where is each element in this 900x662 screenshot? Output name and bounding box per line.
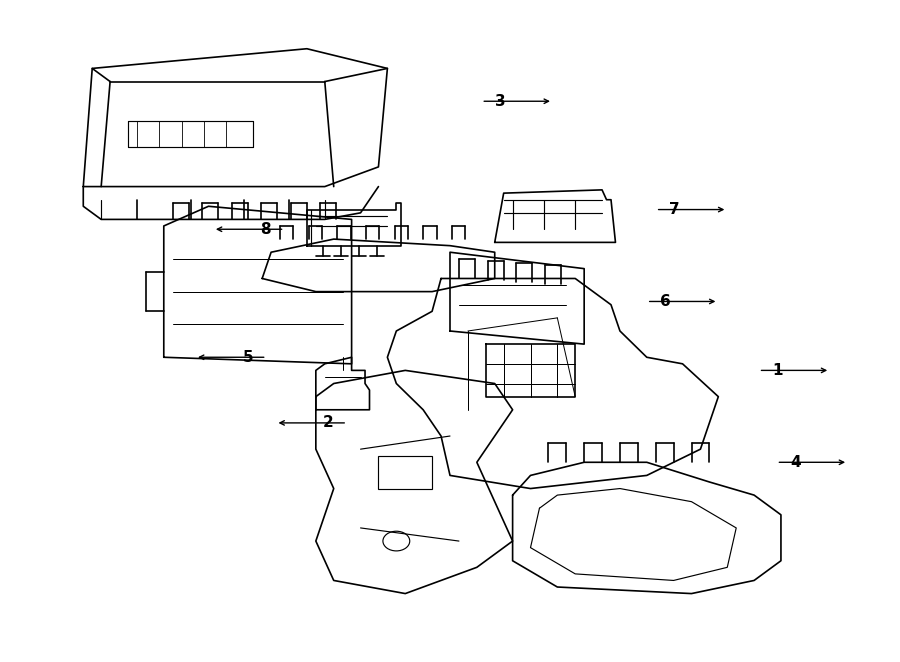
Text: 5: 5 <box>243 350 253 365</box>
Text: 1: 1 <box>772 363 782 378</box>
Text: 7: 7 <box>669 202 680 217</box>
Text: 2: 2 <box>323 415 334 430</box>
Text: 6: 6 <box>661 294 670 309</box>
Text: 8: 8 <box>260 222 271 237</box>
Bar <box>378 455 432 489</box>
Text: 3: 3 <box>495 94 505 109</box>
Text: 4: 4 <box>790 455 800 470</box>
